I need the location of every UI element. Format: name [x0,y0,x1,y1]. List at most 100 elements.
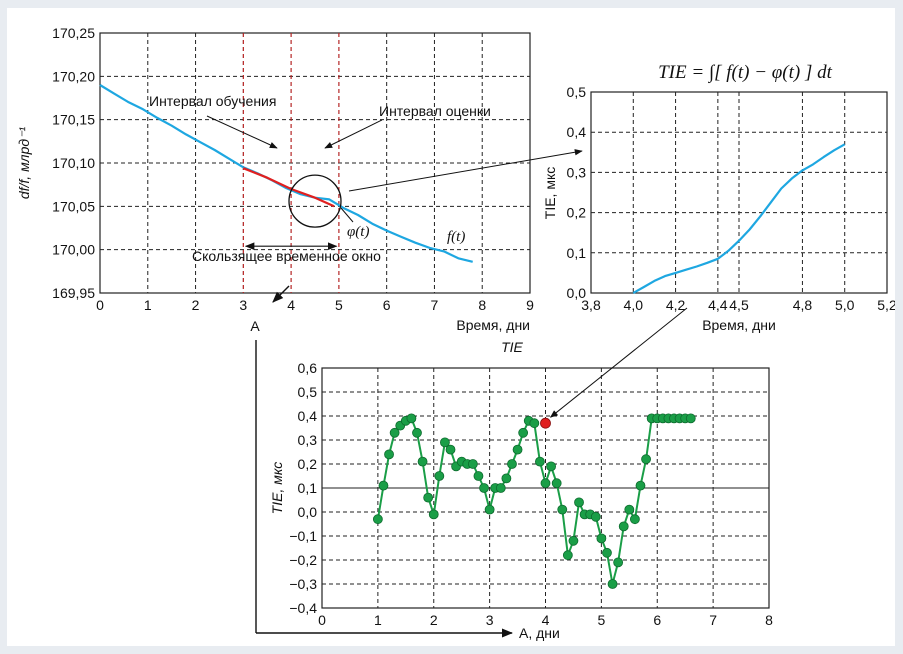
y-tick-label-0-6: 170,25 [52,25,95,41]
data-point [630,514,640,525]
zoom-circle [288,174,342,228]
x-tick-label-1-2: 4,2 [666,297,686,313]
data-point [473,471,484,481]
arrow-zoom [348,149,583,192]
data-point [551,478,562,489]
data-point [568,535,579,546]
label-f: f(t) [447,229,465,245]
data-point [607,579,618,589]
data-point [685,413,696,424]
x-tick-label-2-8: 8 [765,612,773,628]
y-tick-label-1-1: 0,1 [567,245,587,261]
x-tick-label-2-4: 4 [542,612,550,628]
arrow-estimate [324,119,383,149]
data-point [613,557,624,568]
data-point [546,461,556,472]
x-tick-label-1-5: 4,8 [793,297,813,313]
highlight-point [540,417,551,429]
chart3-title: TIE [501,339,523,355]
x-tick-label-0-7: 7 [431,297,439,313]
x-tick-label-0-2: 2 [192,297,200,313]
x-tick-label-1-6: 5,0 [835,297,855,313]
x-tick-label-0-5: 5 [335,297,343,313]
y-tick-label-0-4: 170,15 [52,112,95,128]
x-tick-label-0-4: 4 [287,297,295,313]
figure-canvas: 169,95 170,00 170,05 170,10 170,15 170,20 170,… [7,8,895,646]
x-tick-label-0-0: 0 [96,297,104,313]
x-tick-label-2-6: 6 [653,612,661,628]
x-tick-label-0-3: 3 [239,297,247,313]
data-point [540,478,551,489]
data-point [417,456,428,467]
x-tick-label-1-3: 4,4 [708,297,728,313]
data-point [590,511,601,522]
y-tick-label-2-6: 0,2 [298,456,318,472]
data-point [484,504,495,515]
data-point [428,509,439,520]
x-tick-label-1-1: 4,0 [624,297,644,313]
y-tick-label-1-0: 0,0 [567,285,587,301]
chart-svg: 169,95170,00170,05170,10170,15170,20170,… [16,25,895,641]
y-tick-label-1-4: 0,4 [567,124,587,140]
y-tick-label-2-3: −0,1 [289,528,317,544]
data-point [495,483,506,493]
y-tick-label-2-10: 0,6 [298,360,318,376]
data-point [574,497,584,508]
arrow-training [206,115,278,149]
x-tick-label-1-4: 4,5 [729,297,749,313]
arrow-to-highlight [549,307,688,418]
data-point [467,459,478,469]
data-point [406,413,417,424]
x-tick-label-2-7: 7 [709,612,717,628]
y-tick-label-0-3: 170,10 [52,155,95,171]
y-tick-label-0-2: 170,05 [52,198,95,214]
phi-leader [340,207,354,223]
data-point [618,521,629,532]
data-point [596,533,607,544]
data-point [529,418,540,429]
y-tick-label-2-0: −0,4 [289,600,317,616]
y-tick-label-1-3: 0,3 [567,164,587,180]
y-tick-label-2-9: 0,5 [298,384,318,400]
data-point [372,514,383,525]
formula-text: TIE = ∫[ f(t) − φ(t) ] dt [658,62,833,84]
x-axis-label-3: A, дни [519,625,560,641]
y-tick-label-0-1: 170,00 [52,242,95,258]
x-tick-label-1-7: 5,2 [877,297,895,313]
data-point [602,547,612,558]
y-tick-label-0-0: 169,95 [52,285,95,301]
x-tick-label-0-1: 1 [144,297,152,313]
y-tick-label-2-1: −0,3 [289,576,317,592]
x-axis-label-1: Время, дни [456,317,530,333]
label-phi: φ(t) [347,224,369,240]
annotation-estimate-interval: Интервал оценки [379,103,491,119]
x-tick-label-2-2: 2 [430,612,438,628]
data-point [562,550,573,561]
y-tick-label-0-5: 170,20 [52,68,95,84]
y-tick-label-2-8: 0,4 [298,408,318,424]
data-point [507,459,517,469]
data-point [440,437,450,448]
data-point [535,456,545,467]
x-tick-label-1-0: 3,8 [581,297,601,313]
data-point [557,504,568,515]
x-tick-label-2-0: 0 [318,612,326,628]
y-tick-label-2-7: 0,3 [298,432,318,448]
data-point [635,480,646,491]
x-tick-label-2-3: 3 [486,612,494,628]
y-tick-label-1-2: 0,2 [567,205,587,221]
data-point [624,504,635,515]
data-point [512,444,523,455]
x-tick-label-2-5: 5 [597,612,605,628]
data-point [445,444,456,455]
y-tick-label-1-5: 0,5 [567,84,587,100]
data-point [501,473,512,484]
series-phi-line [242,167,335,208]
y-tick-label-2-2: −0,2 [289,552,317,568]
y-tick-label-2-5: 0,1 [298,480,318,496]
data-point [479,483,489,493]
series-f-line [99,84,473,263]
data-point [518,427,529,438]
data-point [434,471,445,481]
y-axis-label-2: TIE, мкс [542,167,558,219]
